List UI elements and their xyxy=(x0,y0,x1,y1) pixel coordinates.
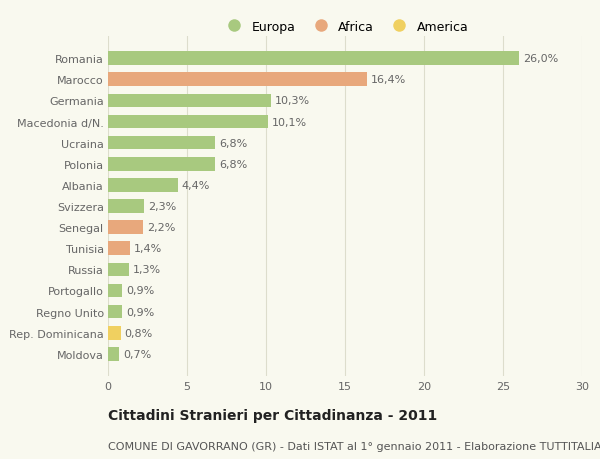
Bar xyxy=(108,242,130,256)
Text: 2,2%: 2,2% xyxy=(147,223,175,233)
Bar xyxy=(108,157,215,171)
Bar xyxy=(108,136,215,150)
Bar xyxy=(108,179,178,192)
Text: 0,9%: 0,9% xyxy=(126,307,154,317)
Bar xyxy=(108,284,122,298)
Text: 10,3%: 10,3% xyxy=(275,96,310,106)
Text: 0,7%: 0,7% xyxy=(123,349,151,359)
Bar xyxy=(108,347,119,361)
Bar xyxy=(108,115,268,129)
Text: 0,9%: 0,9% xyxy=(126,286,154,296)
Text: 26,0%: 26,0% xyxy=(523,54,558,64)
Text: 0,8%: 0,8% xyxy=(125,328,153,338)
Text: 4,4%: 4,4% xyxy=(181,180,210,190)
Text: 6,8%: 6,8% xyxy=(220,159,248,169)
Legend: Europa, Africa, America: Europa, Africa, America xyxy=(217,16,473,39)
Text: COMUNE DI GAVORRANO (GR) - Dati ISTAT al 1° gennaio 2011 - Elaborazione TUTTITAL: COMUNE DI GAVORRANO (GR) - Dati ISTAT al… xyxy=(108,441,600,451)
Text: Cittadini Stranieri per Cittadinanza - 2011: Cittadini Stranieri per Cittadinanza - 2… xyxy=(108,409,437,422)
Text: 1,4%: 1,4% xyxy=(134,244,163,254)
Bar xyxy=(108,221,143,235)
Bar xyxy=(108,94,271,108)
Bar xyxy=(108,73,367,87)
Text: 1,3%: 1,3% xyxy=(133,265,161,275)
Text: 16,4%: 16,4% xyxy=(371,75,406,85)
Bar xyxy=(108,305,122,319)
Bar xyxy=(108,52,519,66)
Text: 2,3%: 2,3% xyxy=(148,202,176,212)
Bar xyxy=(108,200,145,213)
Bar xyxy=(108,263,128,277)
Text: 10,1%: 10,1% xyxy=(272,117,307,127)
Bar xyxy=(108,326,121,340)
Text: 6,8%: 6,8% xyxy=(220,138,248,148)
